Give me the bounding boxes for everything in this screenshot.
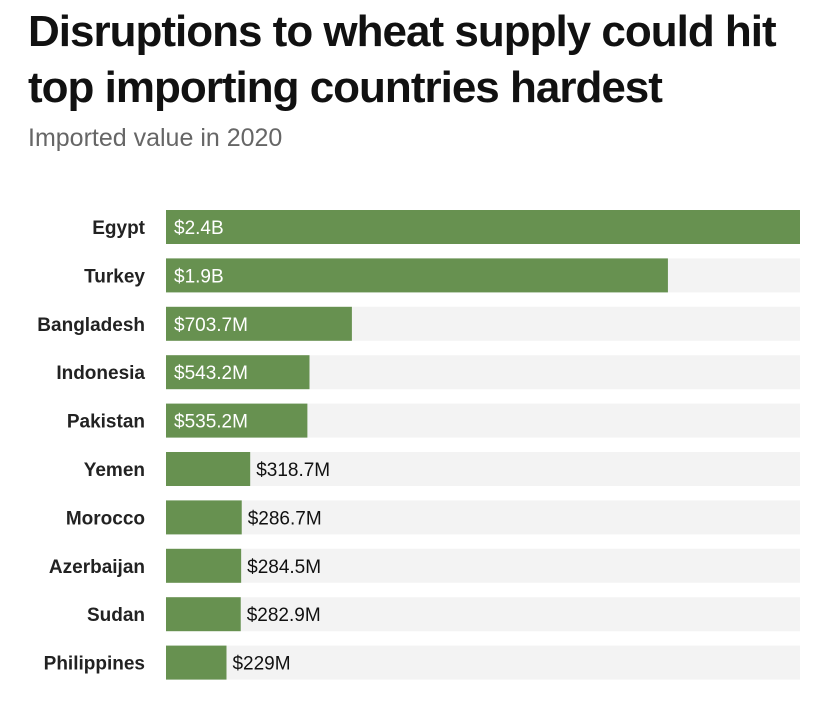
value-label: $284.5M <box>247 557 321 578</box>
value-label: $2.4B <box>174 218 224 239</box>
category-label: Bangladesh <box>37 315 145 336</box>
value-label: $229M <box>232 654 290 675</box>
bar-track <box>166 500 800 535</box>
category-label: Yemen <box>84 460 145 481</box>
value-label: $286.7M <box>248 508 322 529</box>
category-label: Sudan <box>87 605 145 626</box>
bar-track <box>166 548 800 583</box>
value-label: $282.9M <box>247 605 321 626</box>
category-label: Morocco <box>66 508 145 529</box>
bar <box>166 597 241 632</box>
bar <box>166 258 668 293</box>
chart-subtitle: Imported value in 2020 <box>28 124 283 152</box>
bar <box>166 403 308 438</box>
bar-track <box>166 597 800 632</box>
bar <box>166 452 251 486</box>
category-label: Azerbaijan <box>49 557 145 578</box>
bar-track <box>166 645 800 680</box>
category-label: Egypt <box>92 218 145 239</box>
category-label: Turkey <box>84 266 145 287</box>
chart-title: Disruptions to wheat supply could hit to… <box>28 7 777 112</box>
category-label: Indonesia <box>56 363 145 384</box>
bar <box>166 645 227 680</box>
value-label: $535.2M <box>174 412 248 433</box>
value-label: $1.9B <box>174 266 224 287</box>
bar <box>166 210 800 244</box>
value-label: $543.2M <box>174 363 248 384</box>
category-label: Pakistan <box>67 412 145 433</box>
bar <box>166 548 242 583</box>
bar <box>166 306 352 341</box>
category-label: Philippines <box>44 654 145 675</box>
bar-track <box>166 452 800 486</box>
bar <box>166 500 242 535</box>
value-label: $318.7M <box>256 460 330 481</box>
value-label: $703.7M <box>174 315 248 336</box>
bar <box>166 355 310 390</box>
